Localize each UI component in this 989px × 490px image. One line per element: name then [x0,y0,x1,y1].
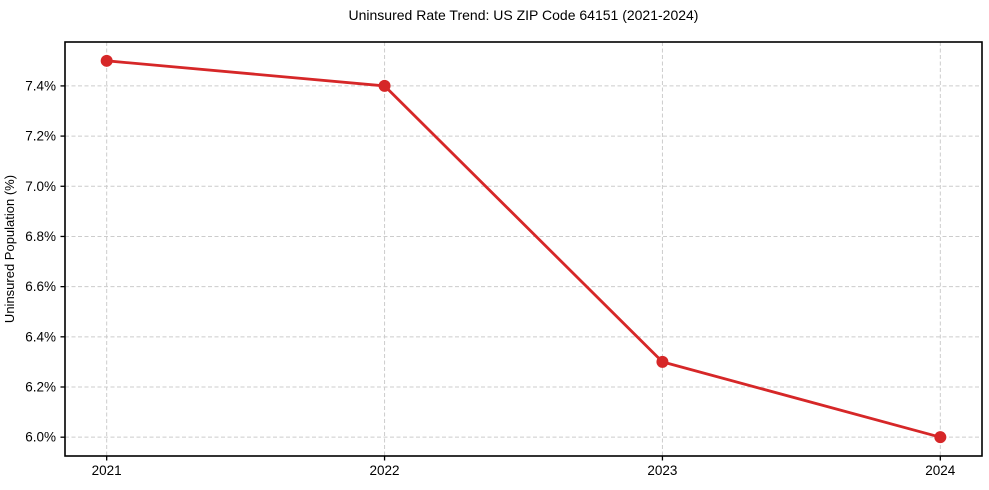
y-tick-label: 7.4% [25,78,56,93]
y-tick-label: 6.4% [25,329,56,344]
data-point-marker [934,431,947,444]
data-point-marker [656,355,669,368]
x-tick-label: 2023 [647,463,677,478]
x-tick-label: 2022 [370,463,400,478]
y-axis-label: Uninsured Population (%) [2,175,17,323]
y-tick-label: 7.0% [25,179,56,194]
y-tick-label: 6.8% [25,229,56,244]
y-tick-label: 6.6% [25,279,56,294]
trend-line [105,59,942,439]
x-tick-label: 2024 [925,463,956,478]
plot-border [64,41,983,457]
y-tick-label: 6.0% [25,430,56,445]
y-tick-label: 6.2% [25,380,56,395]
x-tick-label: 2021 [92,463,122,478]
y-tick-label: 7.2% [25,129,56,144]
data-point-marker [378,79,391,92]
chart-title: Uninsured Rate Trend: US ZIP Code 64151 … [348,7,699,23]
data-point-marker [100,54,113,67]
